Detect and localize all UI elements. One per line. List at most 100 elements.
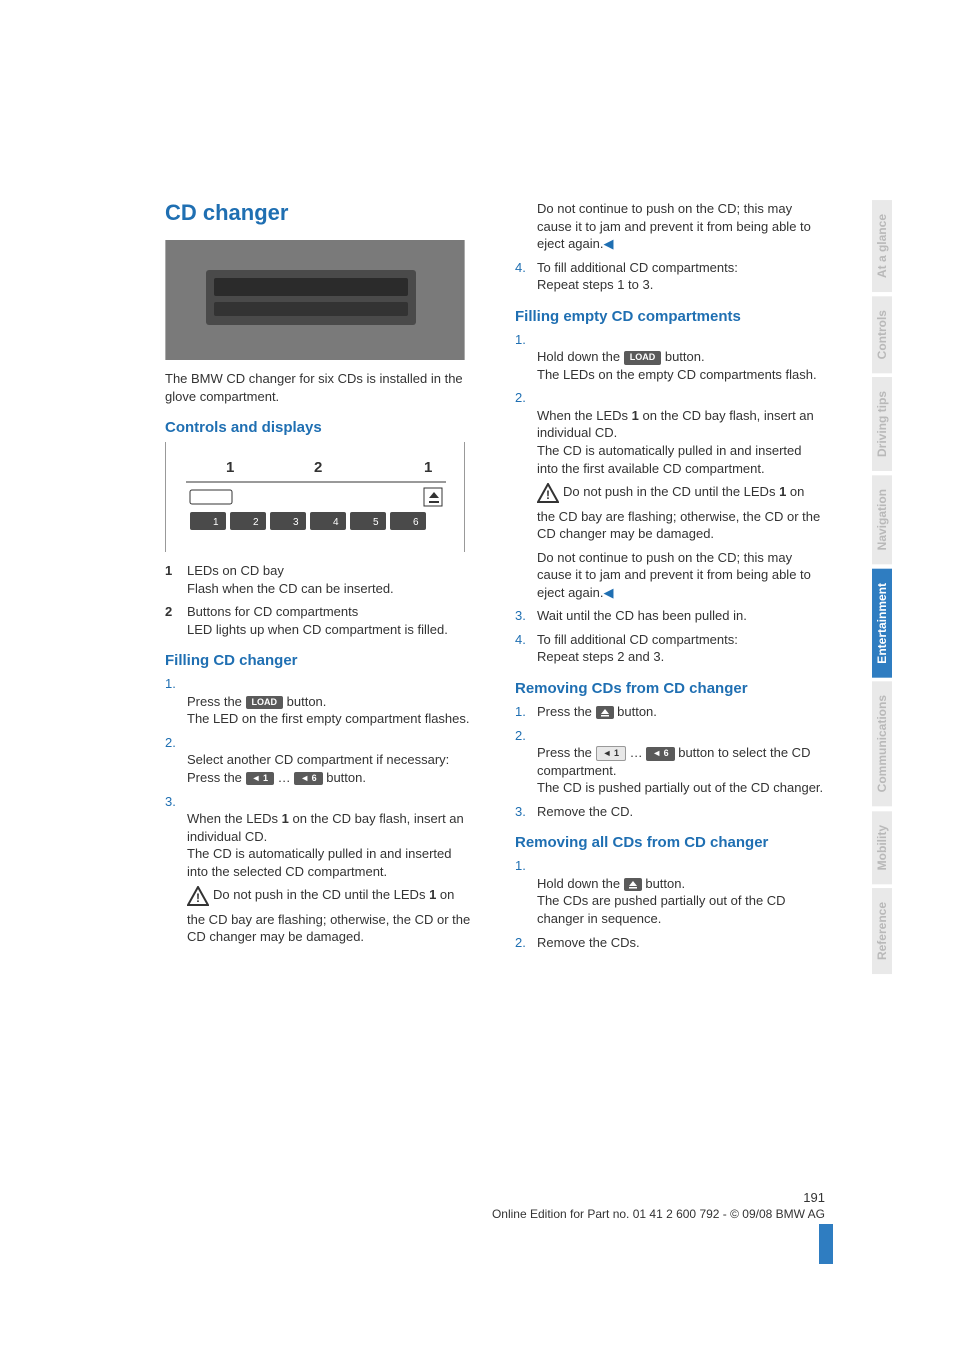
end-arrow-icon: ◀: [604, 236, 614, 251]
warning-icon: !: [187, 886, 209, 911]
step-num: 1.: [515, 703, 537, 721]
diagram-label-1: 1: [226, 459, 234, 476]
step-num: 2.: [515, 727, 537, 797]
text: Press the: [537, 745, 596, 760]
step-body: Press the button.: [537, 703, 825, 721]
step-body: To fill additional CD compartments: Repe…: [537, 259, 825, 294]
tab-communications[interactable]: Communications: [872, 681, 892, 806]
step-num: 2.: [515, 389, 537, 477]
tab-reference[interactable]: Reference: [872, 888, 892, 974]
empty-step-4: 4. To fill additional CD compartments: R…: [515, 631, 825, 666]
warning-text: Do not push in the CD until the LEDs 1 o…: [187, 887, 470, 944]
step-num: 2.: [515, 934, 537, 952]
load-chip: LOAD: [624, 351, 662, 365]
step-num: 1.: [165, 675, 187, 728]
remove-heading: Removing CDs from CD changer: [515, 680, 825, 697]
tab-mobility[interactable]: Mobility: [872, 811, 892, 884]
svg-text:!: !: [546, 488, 550, 502]
text: Hold down the: [537, 349, 624, 364]
legend-item-2: 2 Buttons for CD compartments LED lights…: [165, 603, 475, 638]
tab-at-a-glance[interactable]: At a glance: [872, 200, 892, 292]
remove-all-step-2: 2. Remove the CDs.: [515, 934, 825, 952]
page-footer: 191 Online Edition for Part no. 01 41 2 …: [165, 1190, 825, 1221]
empty-step-2: 2. When the LEDs 1 on the CD bay flash, …: [515, 389, 825, 477]
svg-text:!: !: [196, 891, 200, 905]
legend-item-1: 1 LEDs on CD bay Flash when the CD can b…: [165, 562, 475, 597]
warning-block-2: ! Do not push in the CD until the LEDs 1…: [537, 483, 825, 543]
right-column: Do not continue to push on the CD; this …: [515, 200, 825, 957]
section-title: CD changer: [165, 200, 475, 226]
step-num: 3.: [515, 607, 537, 625]
text: Press the: [187, 694, 246, 709]
footer-line: Online Edition for Part no. 01 41 2 600 …: [165, 1207, 825, 1221]
controls-diagram: 1 2 1 1 2 3 4 5 6: [165, 442, 465, 552]
empty-step-1: 1. Hold down the LOAD button. The LEDs o…: [515, 331, 825, 384]
text: …: [626, 745, 646, 760]
step-body: Press the ◄ 1 … ◄ 6 button to select the…: [537, 727, 825, 797]
controls-heading: Controls and displays: [165, 419, 475, 436]
warning-block: ! Do not push in the CD until the LEDs 1…: [187, 886, 475, 946]
filling-step-3: 3. When the LEDs 1 on the CD bay flash, …: [165, 793, 475, 881]
step-num: 3.: [165, 793, 187, 881]
eject-chip: [596, 706, 614, 720]
warning-block-2b: Do not continue to push on the CD; this …: [537, 549, 825, 602]
step-body: Hold down the button. The CDs are pushed…: [537, 857, 825, 927]
left-column: CD changer The BMW CD changer for six CD…: [165, 200, 475, 952]
text: Do not continue to push on the CD; this …: [537, 201, 811, 251]
svg-text:5: 5: [373, 517, 379, 528]
eject-chip: [624, 878, 642, 892]
slot6-chip: ◄ 6: [294, 772, 322, 786]
remove-step-1: 1. Press the button.: [515, 703, 825, 721]
step-body: Press the LOAD button. The LED on the fi…: [187, 675, 475, 728]
text: When the LEDs 1 on the CD bay flash, ins…: [187, 811, 464, 879]
step-body: Select another CD compartment if necessa…: [187, 734, 475, 787]
empty-step-3: 3. Wait until the CD has been pulled in.: [515, 607, 825, 625]
svg-text:3: 3: [293, 517, 299, 528]
svg-text:4: 4: [333, 517, 339, 528]
step-body: Wait until the CD has been pulled in.: [537, 607, 825, 625]
tab-driving-tips[interactable]: Driving tips: [872, 377, 892, 471]
empty-heading: Filling empty CD compartments: [515, 308, 825, 325]
step-4: 4. To fill additional CD compartments: R…: [515, 259, 825, 294]
text: Hold down the: [537, 876, 624, 891]
step-num: 2.: [165, 734, 187, 787]
diagram-label-1b: 1: [424, 459, 432, 476]
text: button.: [323, 770, 366, 785]
filling-step-2: 2. Select another CD compartment if nece…: [165, 734, 475, 787]
remove-all-step-1: 1. Hold down the button. The CDs are pus…: [515, 857, 825, 927]
remove-step-2: 2. Press the ◄ 1 … ◄ 6 button to select …: [515, 727, 825, 797]
footer-bar: [819, 1224, 833, 1264]
text: Press the: [537, 704, 596, 719]
load-chip: LOAD: [246, 696, 284, 710]
end-arrow-icon: ◀: [604, 585, 614, 600]
cd-changer-photo: [165, 240, 465, 360]
step-body: Remove the CDs.: [537, 934, 825, 952]
slot6-chip: ◄ 6: [646, 747, 674, 761]
step-body: When the LEDs 1 on the CD bay flash, ins…: [187, 793, 475, 881]
warning-icon: !: [537, 483, 559, 508]
slot1-chip: ◄ 1: [596, 746, 626, 761]
filling-step-1: 1. Press the LOAD button. The LED on the…: [165, 675, 475, 728]
legend-text: LEDs on CD bay Flash when the CD can be …: [187, 562, 475, 597]
filling-heading: Filling CD changer: [165, 652, 475, 669]
tab-entertainment[interactable]: Entertainment: [872, 569, 892, 678]
svg-text:2: 2: [253, 517, 259, 528]
step-num: 1.: [515, 331, 537, 384]
tab-controls[interactable]: Controls: [872, 296, 892, 373]
step-num: 4.: [515, 631, 537, 666]
step-body: Remove the CD.: [537, 803, 825, 821]
legend-text: Buttons for CD compartments LED lights u…: [187, 603, 475, 638]
intro-text: The BMW CD changer for six CDs is instal…: [165, 370, 475, 405]
page-content: CD changer The BMW CD changer for six CD…: [165, 200, 825, 957]
warning-text: Do not push in the CD until the LEDs 1 o…: [537, 484, 820, 541]
step-body: To fill additional CD compartments: Repe…: [537, 631, 825, 666]
step-num: 3.: [515, 803, 537, 821]
step-body: Hold down the LOAD button. The LEDs on t…: [537, 331, 825, 384]
continuation-text: Do not continue to push on the CD; this …: [537, 200, 825, 253]
step-num: 4.: [515, 259, 537, 294]
text: button.: [614, 704, 657, 719]
slot1-chip: ◄ 1: [246, 772, 274, 786]
tab-navigation[interactable]: Navigation: [872, 475, 892, 564]
diagram-label-2: 2: [314, 459, 322, 476]
side-tabs: At a glance Controls Driving tips Navigatio…: [872, 200, 894, 978]
